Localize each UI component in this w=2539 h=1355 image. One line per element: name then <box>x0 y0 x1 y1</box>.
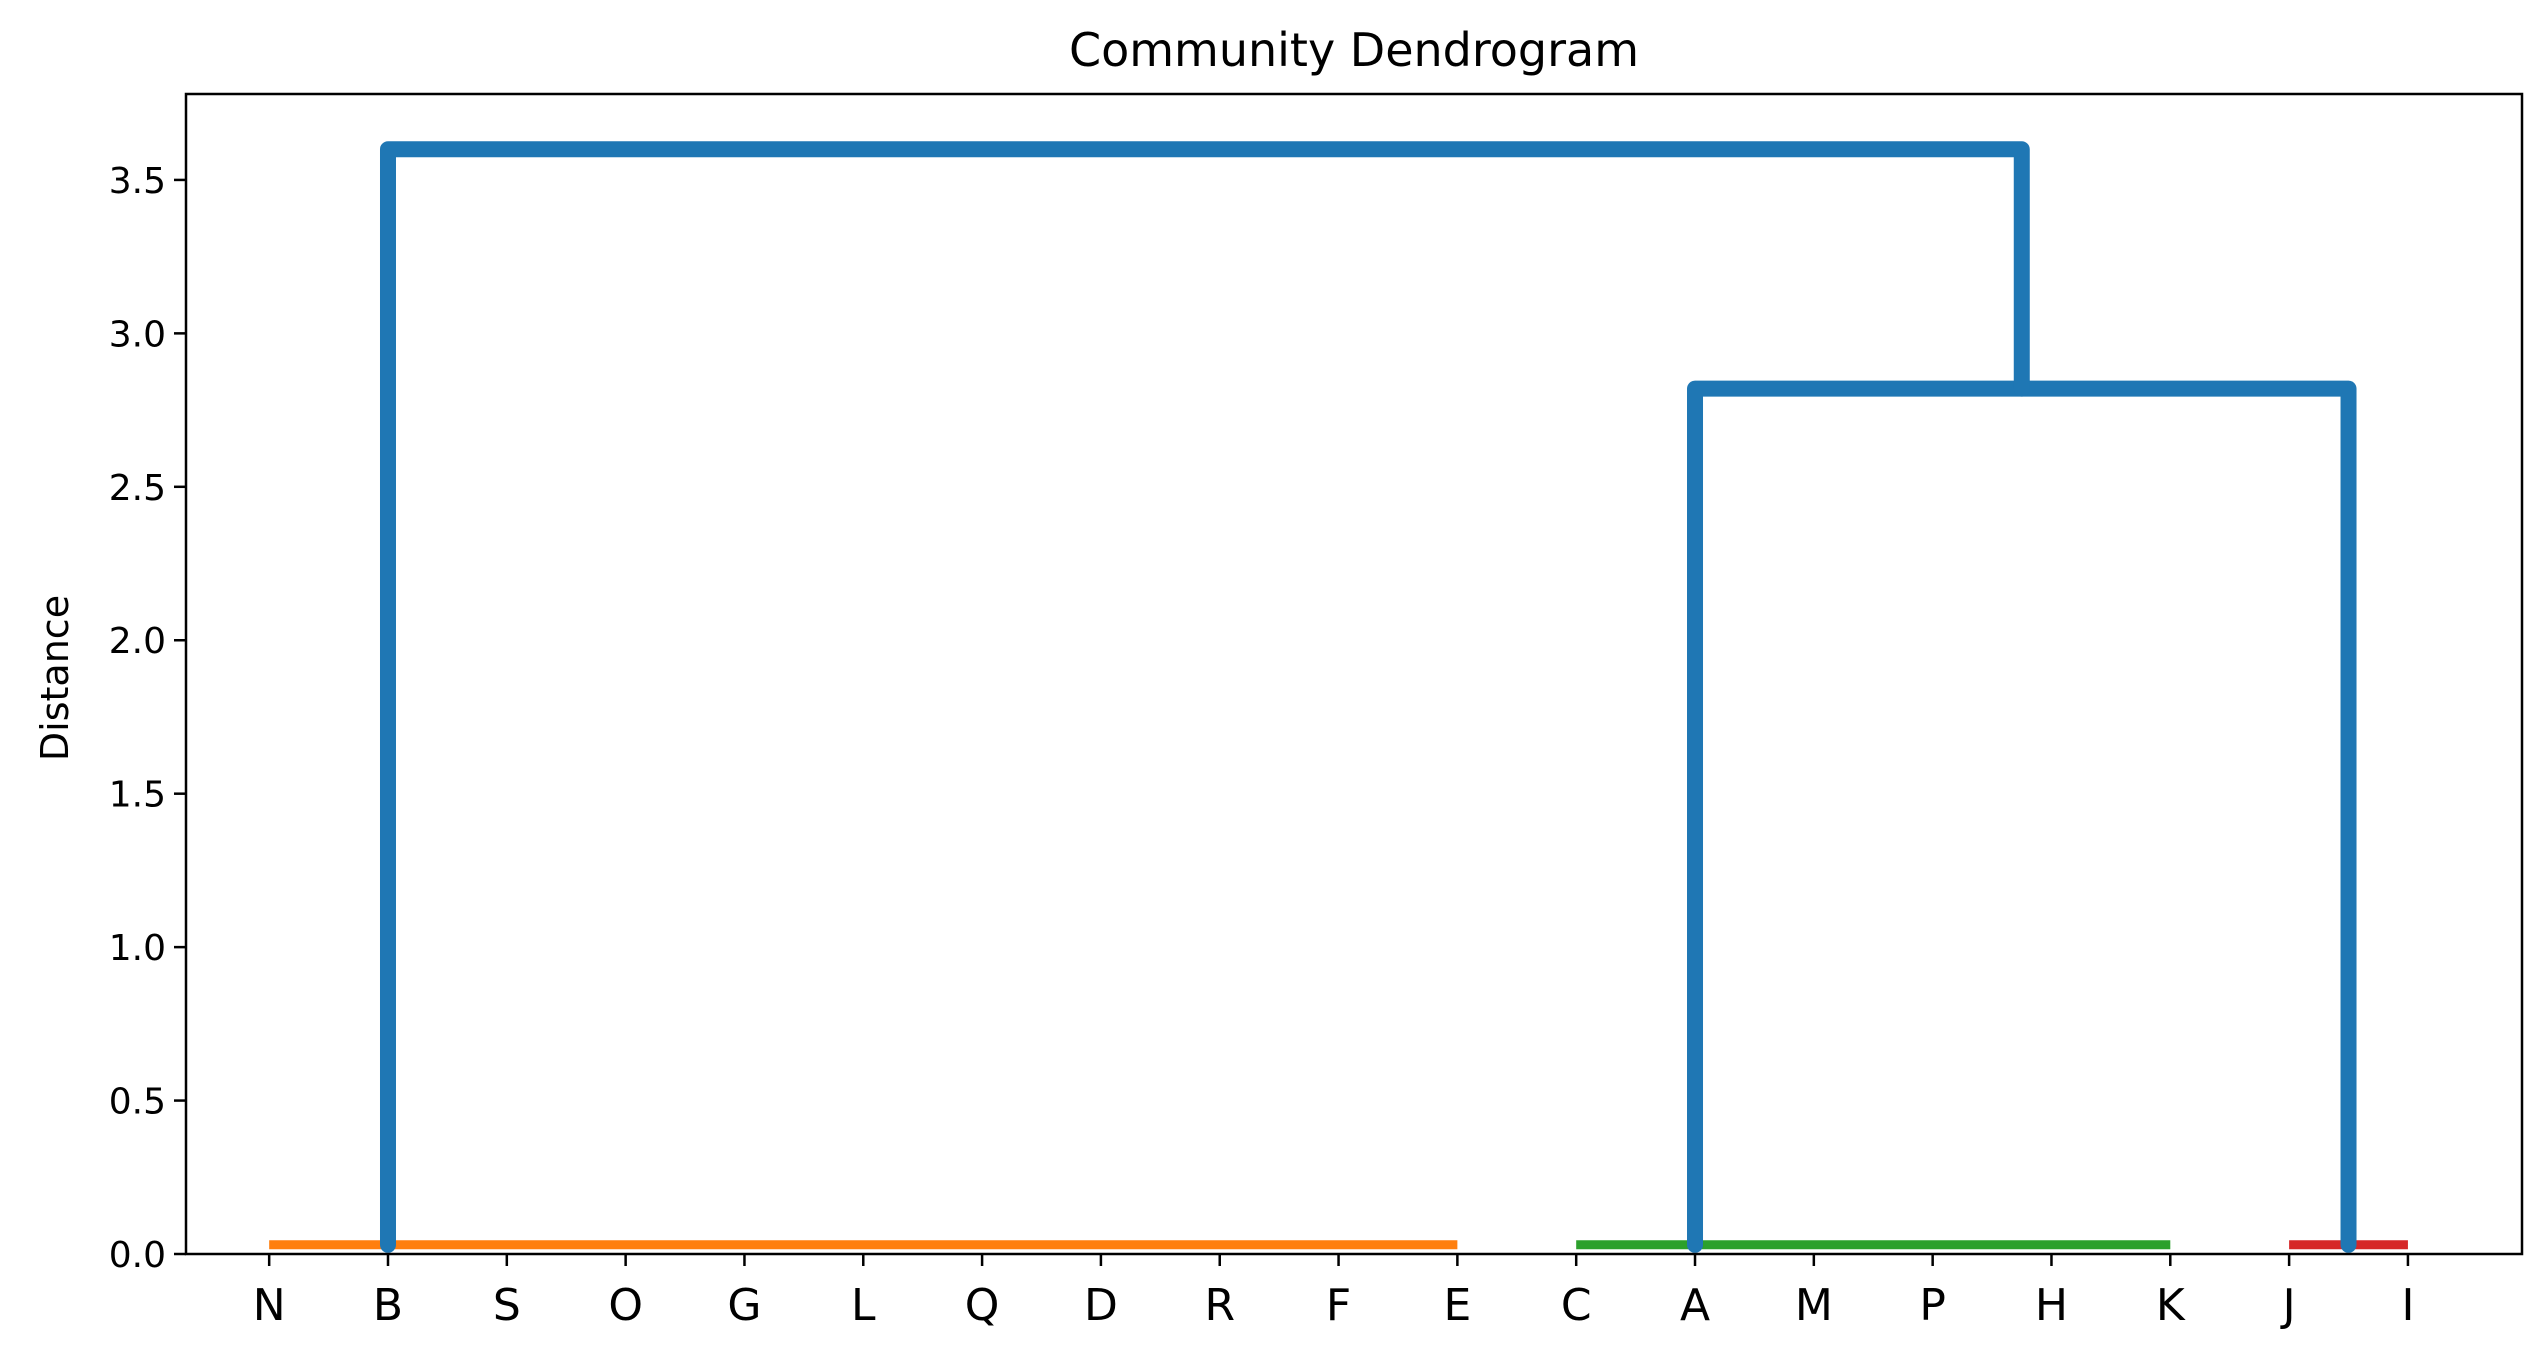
leaf-label-e: E <box>1443 1280 1471 1331</box>
leaf-label-r: R <box>1204 1280 1235 1331</box>
leaf-label-o: O <box>608 1280 643 1331</box>
y-tick-label: 3.5 <box>109 161 166 202</box>
leaf-label-q: Q <box>965 1280 1000 1331</box>
leaf-label-a: A <box>1680 1280 1710 1331</box>
y-tick-label: 0.0 <box>109 1235 166 1276</box>
y-tick-label: 0.5 <box>109 1082 166 1123</box>
plot-frame <box>184 92 2524 1256</box>
leaf-label-m: M <box>1795 1280 1833 1331</box>
chart-title: Community Dendrogram <box>1069 23 1639 77</box>
y-axis-ticks: 0.0 0.5 1.0 1.5 2.0 2.5 3.0 3.5 <box>109 161 186 1276</box>
leaf-label-b: B <box>373 1280 403 1331</box>
y-tick-label: 2.0 <box>109 621 166 662</box>
leaf-label-p: P <box>1919 1280 1946 1331</box>
leaf-label-n: N <box>253 1280 286 1331</box>
leaf-label-j: J <box>2280 1280 2296 1331</box>
leaf-label-k: K <box>2156 1280 2186 1331</box>
y-tick-label: 1.5 <box>109 775 166 816</box>
leaf-label-g: G <box>727 1280 761 1331</box>
leaf-label-h: H <box>2035 1280 2068 1331</box>
merge-link-1 <box>1687 380 2357 1253</box>
dendrogram-links <box>379 141 2357 1253</box>
leaf-label-i: I <box>2401 1280 2414 1331</box>
leaf-label-f: F <box>1326 1280 1351 1331</box>
y-axis-label: Distance <box>33 595 77 761</box>
leaf-label-c: C <box>1561 1280 1592 1331</box>
y-tick-label: 2.5 <box>109 468 166 509</box>
leaf-label-l: L <box>851 1280 876 1331</box>
leaf-label-d: D <box>1084 1280 1118 1331</box>
merge-link-2 <box>379 141 2030 1253</box>
y-tick-label: 3.0 <box>109 314 166 355</box>
leaf-label-s: S <box>493 1280 521 1331</box>
y-tick-label: 1.0 <box>109 928 166 969</box>
